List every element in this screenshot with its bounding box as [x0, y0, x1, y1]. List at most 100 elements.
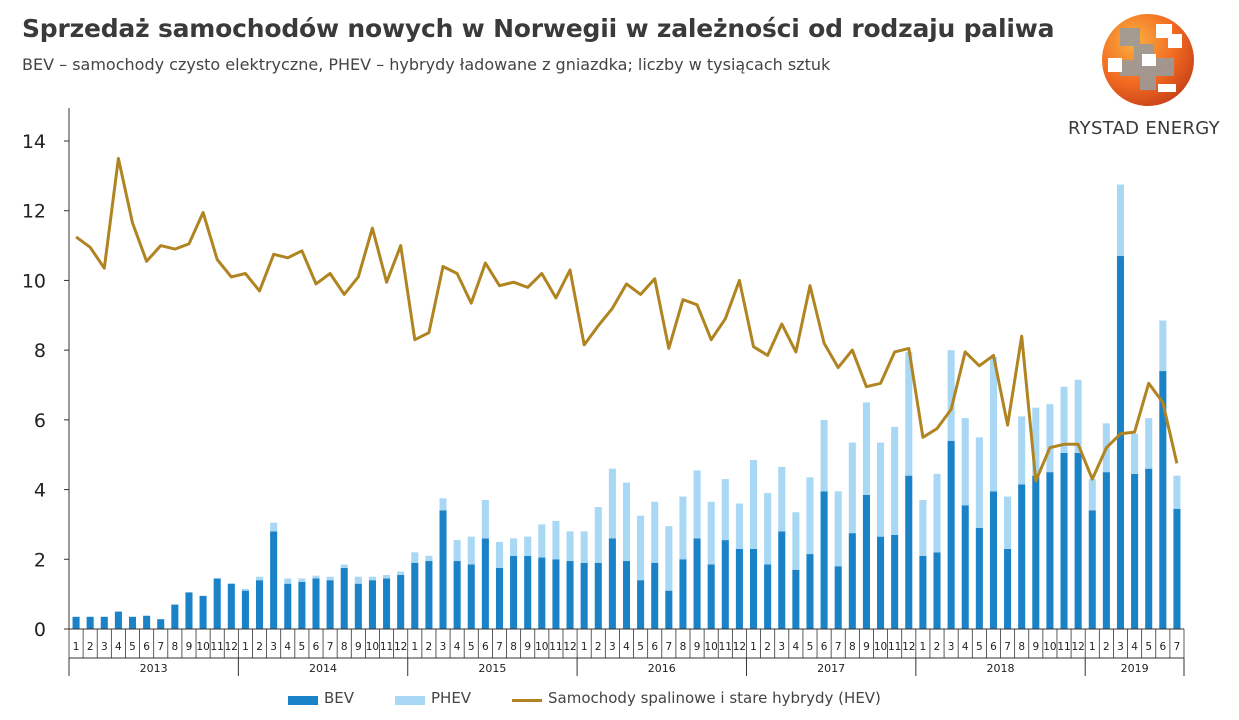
bar-bev: [256, 580, 264, 629]
bar-bev: [891, 534, 899, 629]
bar-bev: [157, 619, 165, 629]
bar-phev: [764, 493, 772, 565]
bar-phev: [919, 500, 927, 556]
bar-bev: [1060, 452, 1068, 629]
bar-bev: [1145, 468, 1153, 629]
x-month-label: 1: [750, 641, 757, 653]
bar-phev: [397, 571, 405, 575]
x-month-label: 5: [1145, 641, 1152, 653]
bar-phev: [1060, 386, 1068, 453]
x-year-label: 2016: [648, 662, 676, 675]
x-year-label: 2018: [987, 662, 1015, 675]
bar-bev: [481, 538, 489, 629]
x-month-label: 9: [186, 641, 193, 653]
y-tick-label: 12: [22, 201, 46, 223]
x-month-label: 12: [563, 641, 576, 653]
x-year-label: 2015: [478, 662, 506, 675]
bar-bev: [284, 583, 292, 629]
bar-phev: [594, 507, 602, 563]
bar-bev: [834, 566, 842, 629]
x-month-label: 9: [1032, 641, 1039, 653]
bar-bev: [1004, 548, 1012, 629]
y-axis: 0 2 4 6 8 10 12 14: [22, 108, 70, 641]
bar-bev: [270, 531, 278, 629]
bar-bev: [185, 592, 193, 629]
bar-bev: [199, 595, 207, 629]
bars: [72, 184, 1181, 629]
x-month-label: 11: [211, 641, 224, 653]
x-month-label: 1: [242, 641, 249, 653]
bar-phev: [834, 491, 842, 567]
bar-bev: [227, 583, 235, 629]
bar-phev: [495, 541, 504, 568]
bar-bev: [128, 616, 137, 629]
x-month-label: 5: [637, 641, 644, 653]
x-month-label: 3: [1117, 641, 1124, 653]
bar-phev: [721, 479, 729, 541]
bar-phev: [806, 477, 814, 555]
bar-phev: [411, 552, 419, 563]
bar-bev: [241, 590, 249, 629]
bar-bev: [1159, 371, 1167, 629]
x-month-label: 11: [549, 641, 562, 653]
bar-phev: [989, 357, 997, 492]
bar-bev: [764, 564, 772, 629]
bar-bev: [665, 590, 673, 629]
bar-bev: [975, 527, 983, 629]
x-month-label: 5: [807, 641, 814, 653]
bar-phev: [481, 500, 489, 539]
legend: BEV PHEV Samochody spalinowe i stare hyb…: [0, 689, 1239, 711]
bar-phev: [1088, 479, 1096, 511]
bar-bev: [919, 555, 927, 629]
bar-phev: [665, 526, 673, 591]
x-month-label: 2: [256, 641, 263, 653]
y-tick-label: 6: [34, 410, 46, 432]
bar-phev: [749, 459, 758, 549]
x-month-label: 4: [115, 641, 122, 653]
x-month-label: 8: [849, 641, 856, 653]
bar-bev: [552, 559, 560, 629]
x-month-label: 11: [380, 641, 393, 653]
bar-phev: [1074, 379, 1082, 453]
bar-phev: [891, 426, 899, 535]
x-month-label: 2: [934, 641, 941, 653]
x-axis: 1 2 3 4 5 6 7 8 9 10 11 12 1 2 3 4 5 6 7 8 9 10 11 12 1 2 3 4 5 6 7 8 9 1…: [68, 628, 1185, 676]
x-month-label: 3: [440, 641, 447, 653]
x-month-label: 4: [623, 641, 630, 653]
bar-phev: [792, 512, 800, 570]
bar-bev: [566, 561, 574, 629]
bar-bev: [340, 568, 348, 629]
bar-phev: [566, 531, 574, 562]
bar-phev: [340, 564, 348, 568]
x-month-label: 2: [1103, 641, 1110, 653]
legend-swatch-bev: [288, 696, 318, 705]
bar-phev: [1046, 404, 1054, 473]
x-month-label: 8: [341, 641, 348, 653]
x-month-label: 5: [299, 641, 306, 653]
x-month-label: 3: [270, 641, 277, 653]
bar-bev: [1032, 475, 1040, 629]
bar-phev: [510, 538, 518, 556]
y-tick-label: 0: [34, 619, 46, 641]
bar-bev: [538, 557, 546, 629]
bar-phev: [975, 437, 983, 528]
bar-bev: [989, 491, 997, 629]
x-month-label: 12: [394, 641, 407, 653]
bar-bev: [524, 555, 532, 629]
bar-phev: [651, 501, 659, 563]
bar-bev: [905, 475, 913, 629]
x-month-label: 10: [704, 641, 717, 653]
legend-label-bev: BEV: [324, 689, 355, 707]
x-month-label: 10: [874, 641, 887, 653]
bar-bev: [693, 538, 701, 629]
bar-bev: [862, 494, 870, 629]
bar-bev: [312, 578, 320, 629]
bar-phev: [778, 466, 786, 532]
legend-label-hev: Samochody spalinowe i stare hybrydy (HEV…: [548, 689, 881, 707]
bar-bev: [467, 564, 475, 629]
bar-phev: [383, 574, 391, 579]
bar-bev: [411, 562, 419, 629]
x-year-label: 2014: [309, 662, 337, 675]
bar-bev: [368, 580, 376, 629]
